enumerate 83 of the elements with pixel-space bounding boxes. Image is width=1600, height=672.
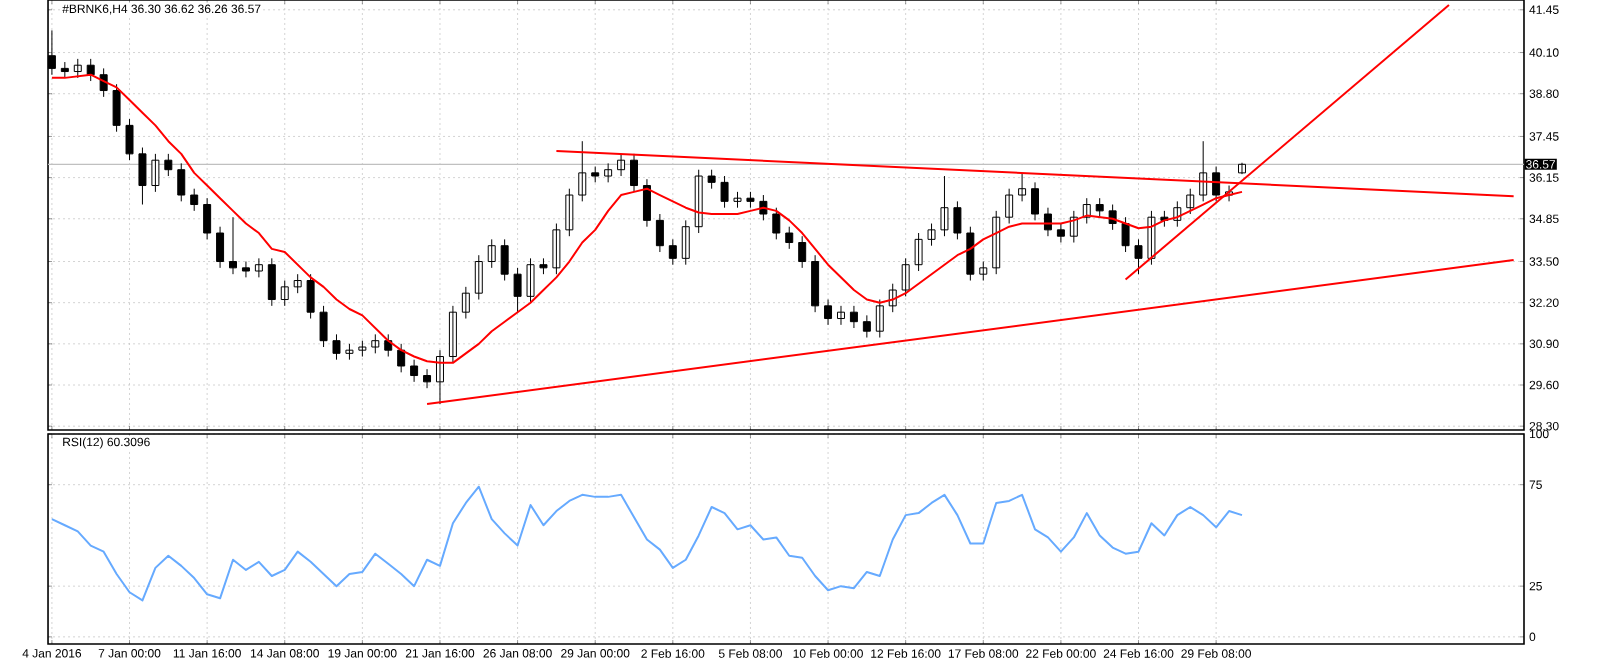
candlestick (319, 305, 328, 348)
candlestick (849, 305, 858, 329)
candlestick (73, 58, 82, 79)
candlestick (1031, 181, 1040, 221)
candlestick (785, 226, 794, 250)
candlestick (681, 219, 690, 266)
candlestick (384, 333, 393, 358)
candlestick (746, 191, 755, 209)
candlestick (345, 343, 354, 361)
candlestick (487, 238, 496, 269)
candlestick (992, 210, 1001, 275)
candlestick (1005, 188, 1014, 225)
candlestick (539, 257, 548, 275)
candlestick (410, 359, 419, 383)
candlestick (901, 257, 910, 297)
candlestick (591, 166, 600, 183)
candlestick (229, 216, 237, 275)
candlestick (526, 257, 535, 304)
candlestick (461, 286, 470, 320)
candlestick (824, 299, 833, 326)
candlestick (358, 340, 367, 358)
candlestick (112, 83, 121, 133)
candlestick (733, 191, 742, 209)
candlestick (940, 175, 949, 237)
candlestick (500, 238, 509, 282)
candlestick (306, 273, 315, 320)
candlestick (1199, 140, 1208, 202)
candlestick (604, 162, 613, 183)
candlestick (397, 343, 406, 373)
candlestick (1095, 197, 1104, 218)
candlestick (435, 349, 444, 405)
candlestick (837, 305, 845, 326)
candlestick (798, 235, 807, 269)
candlestick (474, 254, 483, 301)
candlestick (216, 226, 225, 269)
candlestick (694, 169, 703, 234)
candlestick (423, 368, 432, 389)
candlestick (707, 169, 716, 190)
candlestick (552, 223, 561, 275)
candlestick (617, 153, 626, 177)
candlestick (642, 178, 651, 228)
candlestick (267, 257, 276, 307)
candlestick (190, 188, 199, 212)
candlestick (655, 213, 664, 253)
candlestick (125, 118, 134, 161)
candlestick (720, 175, 729, 209)
candlestick (578, 140, 587, 202)
candlestick (565, 188, 574, 237)
candlestick (914, 232, 923, 272)
candlestick (953, 200, 962, 240)
candlestick (332, 333, 341, 361)
candlestick (1018, 172, 1027, 202)
candlestick (513, 267, 522, 313)
candlestick (280, 280, 289, 307)
candlestick (1147, 210, 1156, 266)
candlestick (966, 226, 975, 282)
candlestick (862, 314, 871, 339)
candlestick (927, 223, 936, 247)
candlestick (1238, 162, 1246, 175)
candlestick (1121, 216, 1130, 253)
candlestick (448, 305, 457, 364)
candlestick (371, 333, 380, 354)
candlestick (1056, 223, 1065, 244)
candlestick (979, 261, 988, 282)
candlestick (241, 261, 250, 278)
candlestick (772, 207, 781, 240)
candlestick (888, 283, 897, 313)
candlestick (203, 197, 212, 240)
candlestick (177, 162, 186, 202)
candlestick (1186, 188, 1195, 215)
candlestick (293, 273, 302, 294)
candlestick (254, 257, 263, 278)
candlestick (164, 153, 173, 177)
candlestick (668, 238, 677, 266)
candlestick (60, 61, 69, 79)
candlestick (1043, 207, 1052, 237)
candlestick (811, 254, 820, 313)
candlestick (630, 153, 639, 193)
candlestick (151, 153, 160, 193)
candlestick (875, 299, 884, 339)
candlestick (138, 147, 147, 206)
candlestick (86, 58, 95, 82)
candlestick (1134, 238, 1143, 275)
